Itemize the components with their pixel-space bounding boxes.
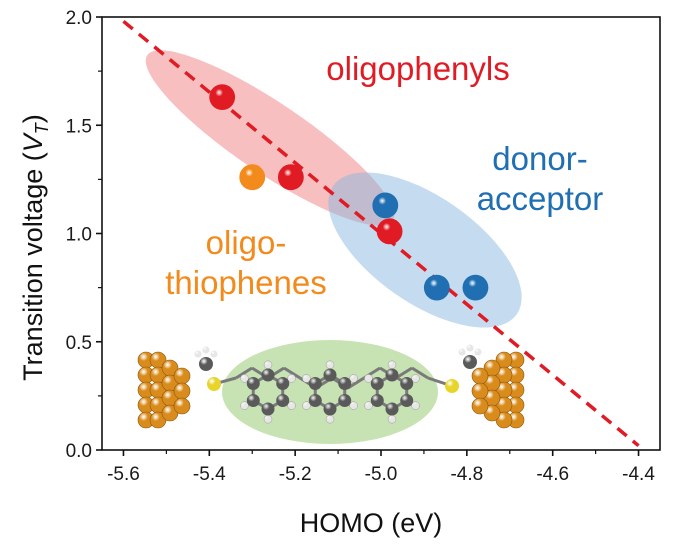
carbon-atom	[308, 377, 322, 390]
bond	[283, 366, 301, 380]
x-tick-label: -4.4	[622, 464, 655, 485]
data-point-donor-acceptor	[423, 274, 450, 301]
hydrogen-atom	[240, 401, 249, 410]
x-tick-label: -5.4	[193, 464, 226, 485]
hydrogen-atom	[364, 374, 373, 383]
hydrogen-atom	[202, 346, 210, 354]
x-tick-label: -5.2	[279, 464, 312, 485]
hydrogen-atom	[411, 401, 420, 410]
hydrogen-atom	[474, 348, 482, 356]
data-point-oligophenyls	[277, 164, 304, 191]
bond	[427, 376, 447, 386]
y-tick-label: 0.0	[66, 441, 92, 462]
sulfur-atom	[445, 379, 459, 393]
bond	[411, 366, 429, 380]
data-point-donor-acceptor	[462, 274, 489, 301]
group-label: oligo-	[206, 224, 287, 261]
y-tick-label: 1.0	[66, 225, 92, 246]
hydrogen-atom	[466, 344, 474, 352]
bond	[347, 376, 365, 390]
trend-line	[122, 19, 640, 448]
carbon-atom	[199, 357, 213, 371]
hydrogen-atom	[210, 350, 218, 358]
carbon-atom	[385, 368, 399, 382]
hydrogen-atom	[302, 374, 311, 383]
carbon-atom	[338, 394, 352, 407]
gold-atom	[471, 367, 489, 385]
x-tick-label: -4.6	[536, 464, 569, 485]
hydrogen-atom	[325, 360, 335, 370]
y-tick-label: 2.0	[66, 8, 92, 29]
gold-atom	[173, 367, 191, 385]
carbon-atom	[261, 402, 275, 416]
y-axis-title: Transition voltage (VT)	[18, 114, 52, 381]
hydrogen-atom	[263, 414, 273, 424]
y-tick-label: 0.5	[66, 333, 92, 354]
hydrogen-atom	[458, 348, 466, 356]
y-tick-label: 1.5	[66, 116, 92, 137]
carbon-atom	[370, 394, 384, 407]
gold-atom	[471, 397, 489, 415]
x-tick-label: -5.6	[107, 464, 140, 485]
carbon-atom	[246, 377, 260, 390]
hydrogen-atom	[287, 401, 296, 410]
x-tick-label: -4.8	[450, 464, 483, 485]
carbon-atom	[308, 394, 322, 407]
hydrogen-atom	[411, 374, 420, 383]
hydrogen-atom	[325, 414, 335, 424]
gold-atom	[471, 382, 489, 400]
carbon-atom	[370, 377, 384, 390]
gold-atom	[173, 397, 191, 415]
hydrogen-atom	[387, 414, 397, 424]
group-label: acceptor	[477, 180, 604, 217]
hydrogen-atom	[240, 374, 249, 383]
bond	[235, 366, 253, 380]
hydrogen-atom	[287, 374, 296, 383]
carbon-atom	[463, 355, 477, 369]
carbon-atom	[400, 377, 414, 390]
x-axis-title: HOMO (eV)	[300, 508, 443, 538]
group-label: oligophenyls	[326, 50, 509, 87]
data-point-oligophenyls	[209, 84, 236, 111]
region-oligophenyls	[145, 50, 395, 226]
hydrogen-atom	[349, 374, 358, 383]
hydrogen-atom	[302, 401, 311, 410]
carbon-atom	[400, 394, 414, 407]
carbon-atom	[323, 402, 337, 416]
x-tick-label: -5.0	[365, 464, 398, 485]
data-point-oligophenyls	[376, 218, 403, 245]
carbon-atom	[338, 377, 352, 390]
molecule-inset	[137, 340, 525, 444]
group-label: donor-	[492, 140, 587, 177]
hydrogen-atom	[349, 401, 358, 410]
data-point-donor-acceptor	[372, 192, 399, 219]
hydrogen-atom	[194, 350, 202, 358]
hydrogen-atom	[263, 360, 273, 370]
hydrogen-atom	[364, 401, 373, 410]
carbon-atom	[276, 394, 290, 407]
hydrogen-atom	[387, 360, 397, 370]
molecule-highlight	[222, 340, 438, 444]
carbon-atom	[246, 394, 260, 407]
carbon-atom	[323, 368, 337, 382]
carbon-atom	[261, 368, 275, 382]
group-label: thiophenes	[165, 264, 326, 301]
data-point-oligo-thiophenes	[239, 164, 266, 191]
carbon-atom	[276, 377, 290, 390]
carbon-atom	[385, 402, 399, 416]
bond	[395, 366, 413, 380]
gold-atom	[173, 382, 191, 400]
sulfur-atom	[207, 377, 221, 391]
